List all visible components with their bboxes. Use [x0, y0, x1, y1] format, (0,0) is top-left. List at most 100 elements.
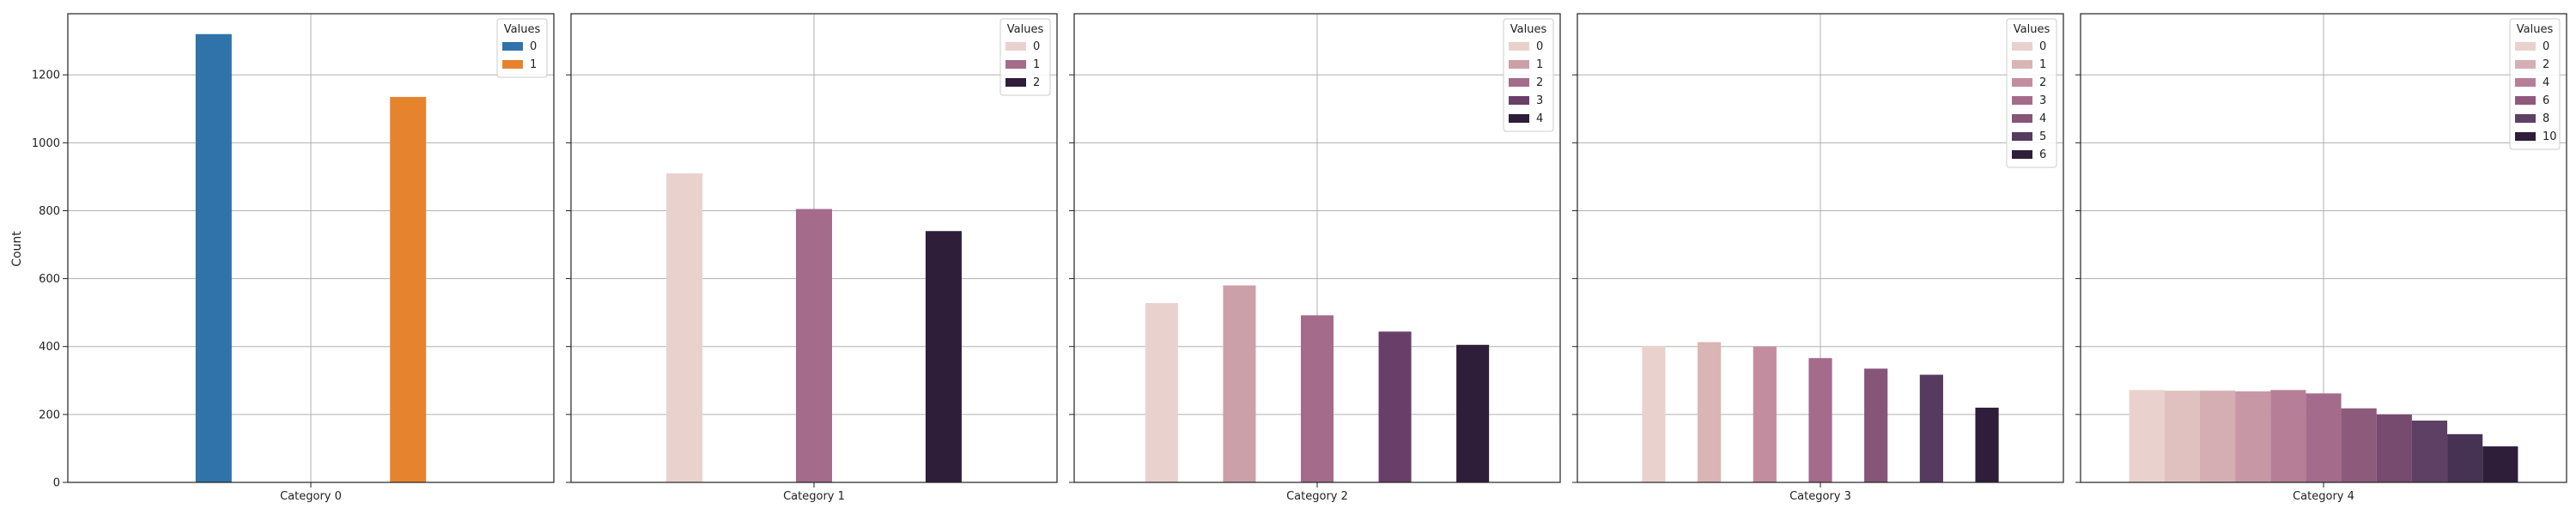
- bar: [1145, 303, 1178, 482]
- legend: Values 0 1 2: [999, 18, 1051, 96]
- legend-swatch: [2012, 78, 2032, 87]
- bar: [1808, 358, 1832, 482]
- bar: [1975, 407, 1999, 482]
- legend-label: 0: [530, 40, 537, 53]
- legend-swatch: [1509, 42, 1529, 51]
- panel-3: Category 3 Values 0 1 2 3 4 5 6: [1572, 13, 2064, 503]
- legend-label: 2: [1033, 76, 1040, 89]
- legend-swatch: [1509, 78, 1529, 87]
- x-tick-label: Category 3: [1789, 490, 1851, 503]
- legend-frame: [2006, 18, 2057, 168]
- bar: [2482, 446, 2518, 482]
- bar: [1919, 374, 1943, 482]
- legend-label: 2: [1536, 76, 1543, 89]
- legend: Values 0 1: [496, 18, 548, 78]
- legend: Values 0 1 2 3 4: [1503, 18, 1554, 132]
- legend-title: Values: [2014, 23, 2050, 36]
- y-tick-label: 600: [39, 273, 60, 286]
- legend-title: Values: [2517, 23, 2554, 36]
- bar: [1753, 346, 1777, 482]
- panel-0: 0 200 400 600 800 1000 1200 Category 0 Values 0 1: [32, 13, 555, 503]
- y-axis-label: Count: [10, 231, 24, 267]
- bar: [1378, 331, 1412, 482]
- legend-frame: [999, 18, 1051, 96]
- bar: [2411, 420, 2448, 482]
- x-tick-label: Category 4: [2293, 490, 2354, 503]
- legend-swatch: [1509, 114, 1529, 123]
- legend-label: 1: [1033, 58, 1040, 71]
- legend-swatch: [1509, 96, 1529, 105]
- bar: [2341, 408, 2377, 482]
- y-tick-label: 0: [53, 477, 60, 490]
- bar: [1864, 368, 1888, 482]
- legend-swatch: [1005, 78, 1026, 87]
- legend-swatch: [2012, 96, 2032, 105]
- panel-2: Category 2 Values 0 1 2 3 4: [1069, 13, 1561, 503]
- y-tick-label: 400: [39, 341, 60, 354]
- legend-label: 2: [2039, 76, 2046, 89]
- legend-label: 1: [2039, 58, 2046, 71]
- legend-swatch: [502, 42, 523, 51]
- bar: [2164, 391, 2200, 482]
- legend-label: 8: [2543, 112, 2549, 125]
- legend-label: 0: [1033, 40, 1040, 53]
- bar: [925, 231, 962, 482]
- bar: [390, 96, 427, 482]
- legend-swatch: [2012, 42, 2032, 51]
- bar: [2199, 391, 2236, 482]
- legend: Values 0 1 2 3 4 5 6: [2006, 18, 2057, 168]
- y-tick-label: 1200: [32, 70, 60, 82]
- legend-label: 0: [2039, 40, 2046, 53]
- panel-4: Category 4 Values 0 2 4 6 8 10: [2075, 13, 2567, 503]
- panel-1: Category 1 Values 0 1 2: [566, 13, 1058, 503]
- x-tick-label: Category 2: [1286, 490, 1348, 503]
- bar: [1456, 344, 1490, 482]
- legend-swatch: [2012, 60, 2032, 69]
- legend-swatch: [1509, 60, 1529, 69]
- legend-title: Values: [1510, 23, 1547, 36]
- x-tick-label: Category 1: [783, 490, 845, 503]
- legend-label: 0: [2543, 40, 2549, 53]
- legend-label: 0: [1536, 40, 1543, 53]
- legend-swatch: [2515, 78, 2536, 87]
- y-tick-label: 1000: [32, 137, 60, 150]
- bar: [796, 209, 832, 482]
- legend-label: 6: [2543, 94, 2549, 107]
- bar: [666, 173, 703, 482]
- bar: [1642, 345, 1666, 482]
- legend-label: 3: [1536, 94, 1543, 107]
- bar: [2376, 414, 2412, 482]
- legend-label: 2: [2543, 58, 2549, 71]
- legend-swatch: [2012, 132, 2032, 141]
- legend-label: 6: [2039, 148, 2046, 161]
- bar: [1698, 342, 1722, 482]
- legend-swatch: [2515, 42, 2536, 51]
- legend-label: 4: [2039, 112, 2046, 125]
- bar: [195, 33, 232, 482]
- legend-swatch: [2515, 132, 2536, 141]
- bar: [2270, 390, 2306, 482]
- legend-swatch: [2515, 96, 2536, 105]
- legend-swatch: [2515, 60, 2536, 69]
- bar: [1223, 285, 1256, 482]
- legend-label: 1: [1536, 58, 1543, 71]
- x-tick-label: Category 0: [280, 490, 342, 503]
- legend-label: 4: [2543, 76, 2549, 89]
- legend-label: 5: [2039, 130, 2046, 143]
- legend-swatch: [1005, 60, 1026, 69]
- bar: [2306, 393, 2342, 482]
- bar: [2447, 433, 2483, 482]
- legend-swatch: [2012, 114, 2032, 123]
- legend-swatch: [2012, 150, 2032, 159]
- bar: [2129, 390, 2165, 482]
- legend-label: 10: [2543, 130, 2557, 143]
- legend-label: 1: [530, 58, 537, 71]
- legend-swatch: [502, 60, 523, 69]
- y-tick-label: 200: [39, 409, 60, 421]
- legend: Values 0 2 4 6 8 10: [2509, 18, 2561, 150]
- bar: [2235, 391, 2271, 482]
- bar: [1300, 315, 1334, 482]
- legend-label: 3: [2039, 94, 2046, 107]
